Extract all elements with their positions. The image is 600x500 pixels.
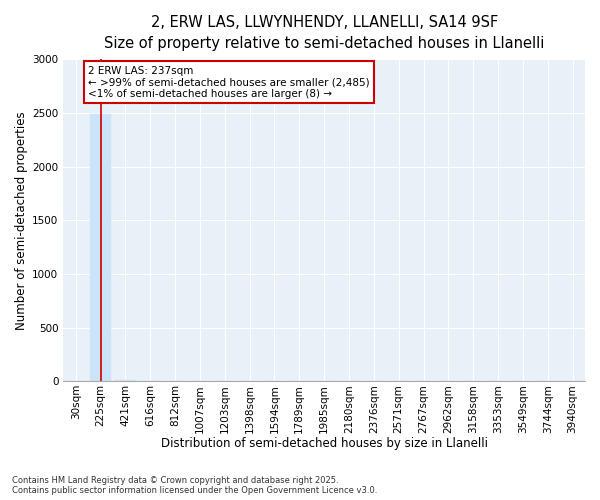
X-axis label: Distribution of semi-detached houses by size in Llanelli: Distribution of semi-detached houses by … xyxy=(161,437,488,450)
Text: 2 ERW LAS: 237sqm
← >99% of semi-detached houses are smaller (2,485)
<1% of semi: 2 ERW LAS: 237sqm ← >99% of semi-detache… xyxy=(88,66,370,99)
Text: Contains HM Land Registry data © Crown copyright and database right 2025.
Contai: Contains HM Land Registry data © Crown c… xyxy=(12,476,377,495)
Title: 2, ERW LAS, LLWYNHENDY, LLANELLI, SA14 9SF
Size of property relative to semi-det: 2, ERW LAS, LLWYNHENDY, LLANELLI, SA14 9… xyxy=(104,15,544,51)
Y-axis label: Number of semi-detached properties: Number of semi-detached properties xyxy=(15,111,28,330)
Bar xyxy=(90,114,111,382)
Bar xyxy=(115,380,136,382)
